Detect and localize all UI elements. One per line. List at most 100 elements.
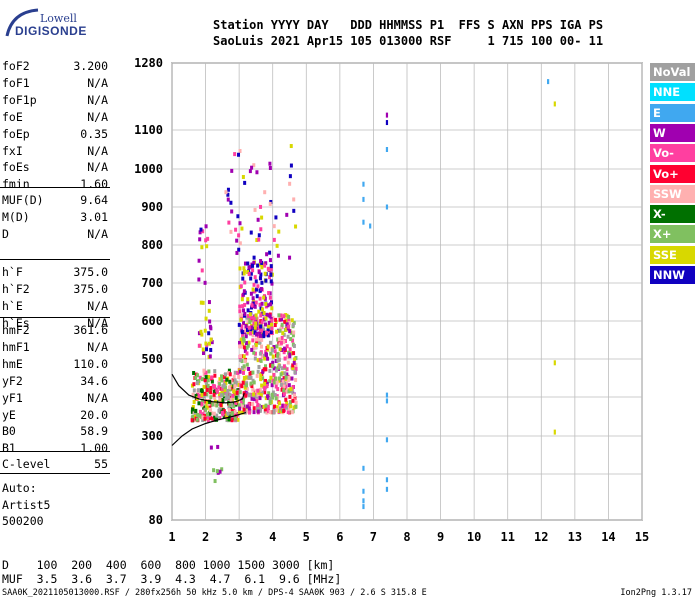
echo-point <box>258 403 262 408</box>
echo-point <box>198 237 202 242</box>
echo-point <box>268 201 272 206</box>
echo-point <box>255 287 259 292</box>
echo-point <box>250 325 254 330</box>
echo-point <box>206 418 210 423</box>
echo-point <box>264 316 268 321</box>
echo-point <box>254 300 258 305</box>
echo-point <box>547 79 550 85</box>
echo-point <box>255 399 259 404</box>
echo-point <box>243 302 247 307</box>
echo-point <box>227 385 231 390</box>
echo-point <box>288 347 292 352</box>
echo-point <box>212 468 216 473</box>
echo-point <box>268 165 272 170</box>
echo-point <box>282 388 286 393</box>
echo-point <box>265 381 269 386</box>
param-label: MUF(D) <box>2 193 44 207</box>
param-label: M(D) <box>2 209 30 224</box>
echo-point <box>241 304 245 309</box>
echo-point <box>212 411 216 416</box>
echo-point <box>265 252 269 257</box>
echo-point <box>282 376 286 381</box>
echo-point <box>271 395 275 400</box>
echo-point <box>206 378 210 383</box>
echo-point <box>244 328 248 333</box>
echo-point <box>256 358 260 363</box>
echo-point <box>385 204 389 210</box>
echo-point <box>236 393 240 398</box>
echo-point <box>203 280 207 285</box>
x-tick-label: 10 <box>467 530 481 544</box>
legend-item-vominus: Vo- <box>650 144 695 163</box>
echo-point <box>253 351 257 356</box>
echo-point <box>220 410 224 415</box>
echo-point <box>263 390 267 395</box>
echo-point <box>197 277 201 282</box>
echo-point <box>269 375 273 380</box>
echo-point <box>229 397 233 402</box>
echo-point <box>241 354 245 359</box>
echo-point <box>201 415 205 420</box>
echo-point <box>217 401 221 406</box>
echo-point <box>266 266 270 271</box>
echo-point <box>252 316 256 321</box>
param-label: h`E <box>2 298 23 313</box>
echo-point <box>251 263 255 268</box>
echo-point <box>271 363 275 368</box>
echo-point <box>221 392 225 397</box>
echo-point <box>280 317 284 322</box>
echo-point <box>262 404 266 409</box>
echo-point <box>285 344 289 349</box>
echo-point <box>248 169 252 174</box>
echo-point <box>203 404 207 409</box>
echo-point <box>208 319 212 324</box>
echo-point <box>236 370 240 375</box>
echo-point <box>230 418 234 423</box>
echo-point <box>292 320 296 325</box>
echo-point <box>282 350 286 355</box>
echo-point <box>294 400 298 405</box>
echo-point <box>269 267 273 272</box>
echo-point <box>202 351 206 356</box>
echo-point <box>241 380 245 385</box>
echo-point <box>285 372 289 377</box>
echo-point <box>243 348 247 353</box>
echo-point <box>286 378 290 383</box>
echo-point <box>238 309 242 314</box>
echo-point <box>224 372 228 377</box>
x-tick-label: 2 <box>202 530 209 544</box>
param-md: M(D) 3.01 <box>2 210 108 226</box>
echo-point <box>207 369 211 374</box>
echo-point <box>245 404 249 409</box>
echo-point <box>223 390 227 395</box>
param-value: 55 <box>94 457 108 471</box>
echo-point <box>227 368 231 373</box>
echo-point <box>245 315 249 320</box>
echo-point <box>242 336 246 341</box>
echo-point <box>264 352 268 357</box>
param-separator <box>0 451 110 452</box>
echo-point <box>241 276 245 281</box>
echo-point <box>192 382 196 387</box>
echo-point <box>263 381 267 386</box>
echo-point <box>270 322 274 327</box>
echo-point <box>276 358 280 363</box>
echo-point <box>252 255 256 260</box>
x-tick-label: 13 <box>568 530 582 544</box>
echo-point <box>283 319 287 324</box>
echo-point <box>226 411 230 416</box>
echo-point <box>287 389 291 394</box>
echo-point <box>252 406 256 411</box>
echo-point <box>215 403 219 408</box>
echo-point <box>289 400 293 405</box>
echo-point <box>262 310 266 315</box>
echo-point <box>191 392 195 397</box>
echo-point <box>250 315 254 320</box>
echo-point <box>233 370 237 375</box>
echo-point <box>212 389 216 394</box>
echo-point <box>269 264 273 269</box>
echo-point <box>244 341 248 346</box>
echo-point <box>220 467 224 472</box>
legend-item-nne: NNE <box>650 83 695 102</box>
